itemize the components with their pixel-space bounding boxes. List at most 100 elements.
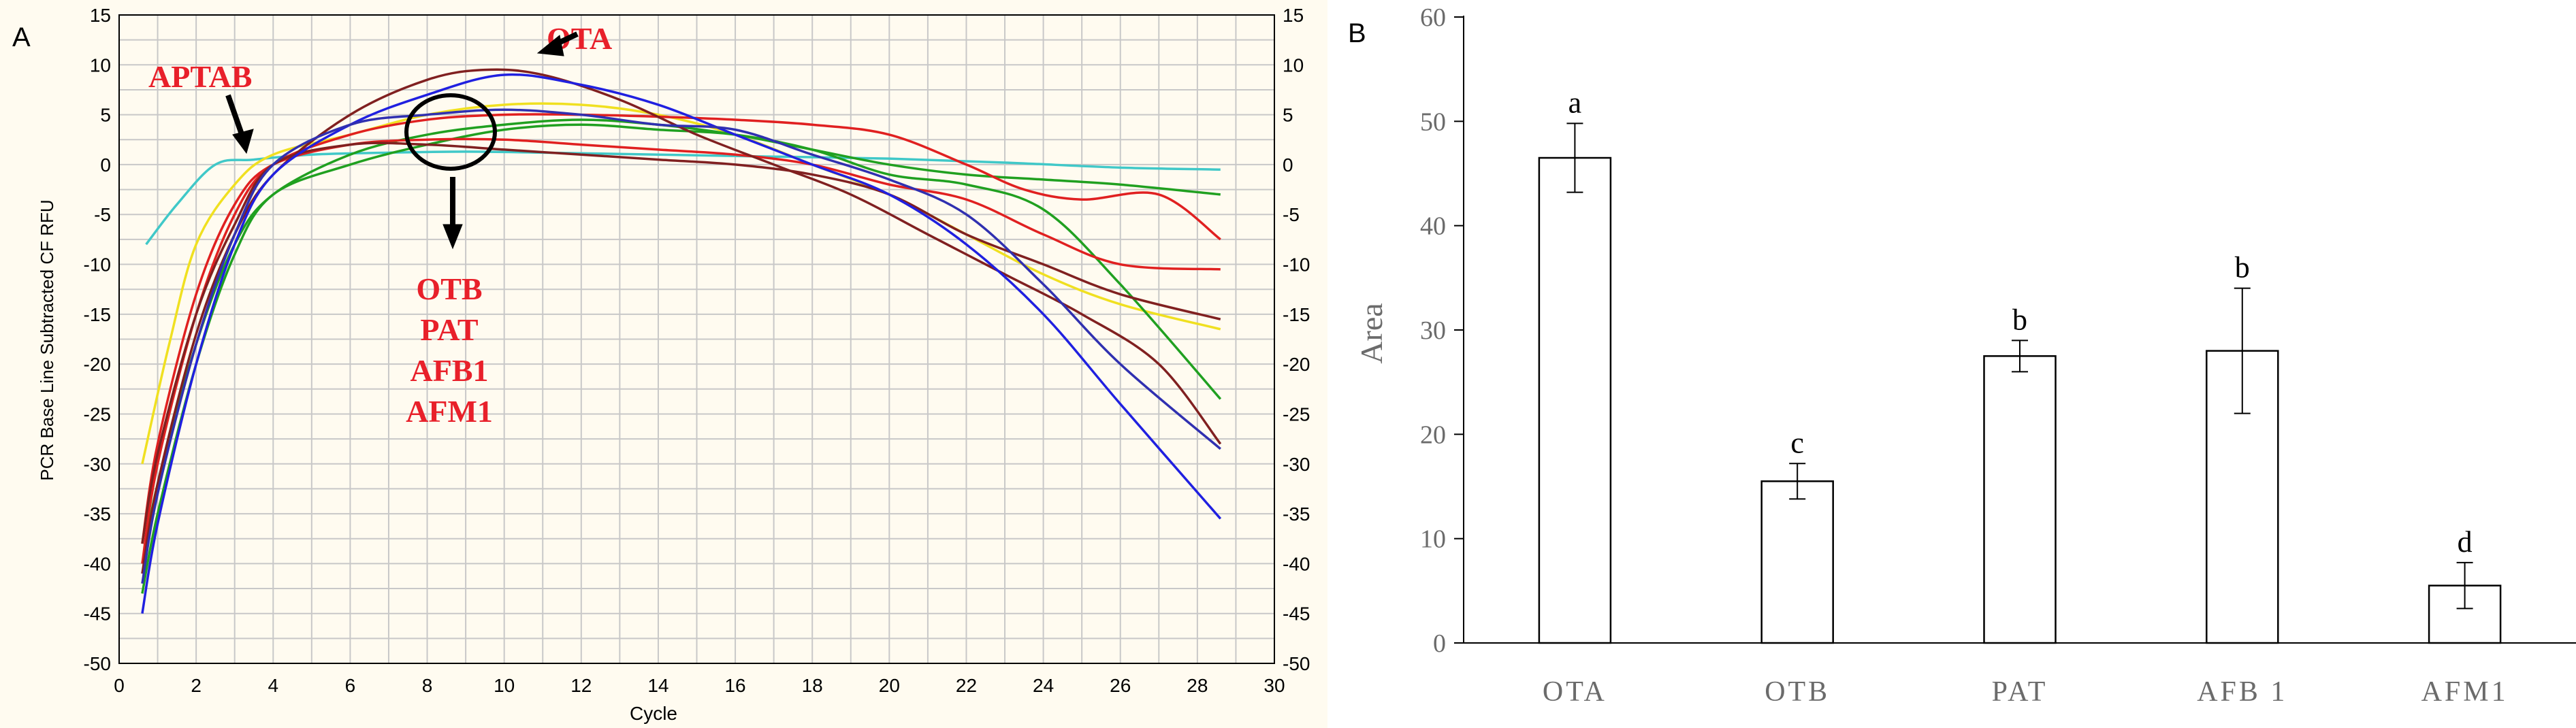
x-tick-label: 18 [802, 675, 823, 696]
y-tick-label: -5 [94, 204, 111, 225]
y2-tick-label: -20 [1283, 354, 1310, 375]
series-line-green-2 [141, 118, 1221, 564]
bar-OTB [1760, 480, 1834, 644]
significance-letter: c [1790, 426, 1804, 459]
y2-tick-label: -10 [1283, 254, 1310, 276]
y-tick-label: -15 [84, 304, 111, 325]
grid [118, 14, 1275, 664]
y2-tick-label: -35 [1283, 503, 1310, 525]
y-tick-label: 0 [1433, 629, 1446, 658]
significance-letter: d [2458, 525, 2473, 559]
x-tick-label: 6 [345, 675, 356, 696]
series-group [141, 68, 1222, 614]
y-tick-label: 60 [1420, 3, 1446, 32]
y2-tick-label: 10 [1283, 54, 1304, 76]
ota-arrow-head [536, 35, 564, 56]
y-tick-labels: 15 10 5 0 -5 -10 -15 -20 -25 -30 -35 -40 -45 -50 [84, 5, 111, 674]
x-tick-label: 2 [191, 675, 202, 696]
y-tick-label: -35 [84, 503, 111, 525]
x-category-label: PAT [1992, 676, 2048, 708]
aptab-arrow-head [232, 129, 254, 154]
annotation-afm1: AFM1 [406, 394, 493, 429]
aptab-arrow [225, 94, 245, 137]
y-tick-label: 10 [90, 54, 111, 76]
x-tick-label: 22 [956, 675, 977, 696]
bar-OTA [1538, 156, 1612, 644]
x-tick-label: 30 [1263, 675, 1285, 696]
panel-label-a: A [12, 22, 31, 52]
y2-tick-label: 0 [1283, 154, 1293, 176]
y2-tick-label: 5 [1283, 105, 1293, 126]
y-axis-title: PCR Base Line Subtracted CF RFU [37, 199, 57, 480]
y-tick-label: 10 [1420, 525, 1446, 554]
x-axis-title: Cycle [630, 703, 677, 724]
x-category-label: OTB [1765, 676, 1830, 708]
y2-tick-label: -15 [1283, 304, 1310, 325]
y-tick-label: 30 [1420, 316, 1446, 345]
panel-a-line-chart: 15 10 5 0 -5 -10 -15 -20 -25 -30 -35 -40 -45 -50 15 10… [0, 0, 1327, 728]
annotation-aptab: APTAB [148, 59, 253, 94]
x-tick-labels: 0 2 4 6 8 10 12 14 16 18 20 22 24 26 28 30 [114, 675, 1285, 696]
series-line-green-1 [141, 123, 1222, 594]
y-tick-label: 15 [90, 5, 111, 26]
series-line-brown-1 [141, 68, 1222, 574]
y2-tick-label: 15 [1283, 5, 1304, 26]
plot-frame [118, 14, 1275, 664]
y2-tick-label: -25 [1283, 403, 1310, 425]
y-tick-label: -50 [84, 653, 111, 674]
y2-tick-label: -5 [1283, 204, 1300, 225]
x-tick-label: 16 [724, 675, 745, 696]
y-tick-labels: 0 10 20 30 40 50 60 [1420, 3, 1446, 658]
y2-tick-label: -30 [1283, 454, 1310, 475]
annotation-pat: PAT [420, 312, 478, 347]
series-line-navy [141, 108, 1221, 584]
x-category-label: AFM1 [2421, 676, 2509, 708]
y-tick-label: -45 [84, 603, 111, 625]
x-tick-label: 28 [1187, 675, 1208, 696]
y-tick-label: 40 [1420, 212, 1446, 241]
y2-tick-labels: 15 10 5 0 -5 -10 -15 -20 -25 -30 -35 -40 -45 -50 [1283, 5, 1310, 674]
y-tick-label: 5 [100, 105, 111, 126]
x-tick-label: 4 [268, 675, 278, 696]
x-category-labels: OTA OTB PAT AFB 1 AFM1 [1543, 676, 2509, 708]
significance-letter: a [1568, 86, 1582, 119]
annotation-otb: OTB [416, 271, 482, 306]
x-tick-label: 12 [570, 675, 592, 696]
y2-tick-label: -45 [1283, 603, 1310, 625]
y-tick-label: -40 [84, 553, 111, 574]
series-line-blue [141, 73, 1222, 614]
y-tick-label: -30 [84, 454, 111, 475]
x-tick-label: 14 [647, 675, 669, 696]
y-axis-title: Area [1354, 303, 1389, 363]
x-tick-label: 0 [114, 675, 125, 696]
y-tick-label: -25 [84, 403, 111, 425]
x-tick-label: 20 [879, 675, 900, 696]
cluster-circle [404, 93, 497, 171]
y-tick-label: 20 [1420, 420, 1446, 449]
significance-letter: b [2012, 303, 2027, 336]
x-tick-label: 10 [494, 675, 515, 696]
x-category-label: OTA [1543, 676, 1607, 708]
series-line-brown-2 [141, 142, 1221, 544]
y-tick-label: -20 [84, 354, 111, 375]
series-line-yellow [141, 102, 1221, 465]
x-tick-label: 24 [1033, 675, 1054, 696]
annotation-afb1: AFB1 [410, 353, 489, 388]
x-tick-label: 26 [1110, 675, 1131, 696]
bars-group: a c b b d [1538, 86, 2502, 644]
significance-letter: b [2235, 251, 2250, 284]
cluster-arrow-head [442, 224, 463, 250]
annotation-marks [225, 31, 579, 250]
y2-tick-label: -50 [1283, 653, 1310, 674]
panel-label-b: B [1348, 18, 1366, 48]
y-tick-label: 0 [100, 154, 111, 176]
x-tick-label: 8 [422, 675, 433, 696]
series-line-red-2 [141, 137, 1221, 544]
y-tick-label: -10 [84, 254, 111, 276]
y-tick-label: 50 [1420, 107, 1446, 136]
bar-PAT [1983, 355, 2057, 644]
y2-tick-label: -40 [1283, 553, 1310, 574]
panel-b-bar-chart: 0 10 20 30 40 50 60 a c b b d OTA OTB PAT AFB 1 AFM1 B… [1327, 0, 2576, 728]
